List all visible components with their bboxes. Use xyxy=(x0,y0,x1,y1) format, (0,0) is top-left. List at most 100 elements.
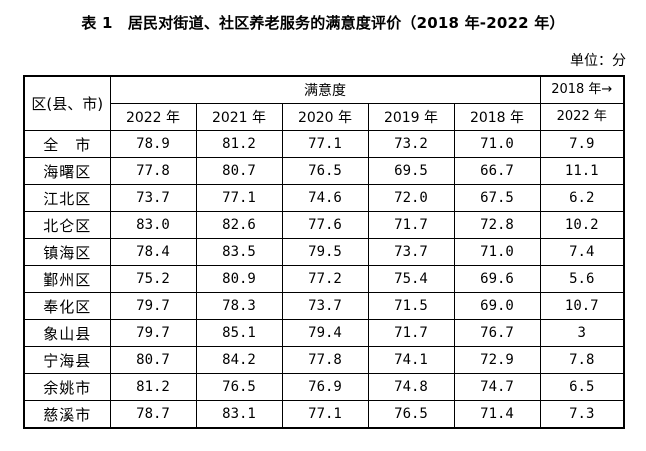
region-name-cell: 慈溪市 xyxy=(23,400,111,429)
score-cell: 77.8 xyxy=(109,157,197,185)
score-cell: 71.5 xyxy=(367,292,455,320)
score-cell: 77.2 xyxy=(281,265,369,293)
score-cell: 77.8 xyxy=(281,346,369,374)
score-cell: 71.0 xyxy=(453,238,541,266)
score-cell: 75.2 xyxy=(109,265,197,293)
header-row-1: 区(县、市) 满意度 2018 年→ xyxy=(23,75,625,131)
score-cell: 74.6 xyxy=(281,184,369,212)
table-row: 象山县 79.7 85.1 79.4 71.7 76.7 3 xyxy=(23,319,625,347)
score-cell: 80.7 xyxy=(109,346,197,374)
score-cell: 79.7 xyxy=(109,292,197,320)
score-cell: 77.1 xyxy=(281,130,369,158)
change-cell: 7.4 xyxy=(539,238,625,266)
score-cell: 69.5 xyxy=(367,157,455,185)
change-cell: 10.2 xyxy=(539,211,625,239)
score-cell: 83.5 xyxy=(195,238,283,266)
score-cell: 82.6 xyxy=(195,211,283,239)
region-name-cell: 镇海区 xyxy=(23,238,111,266)
region-name-cell: 全 市 xyxy=(23,130,111,158)
score-cell: 73.2 xyxy=(367,130,455,158)
table-title: 表 1 居民对街道、社区养老服务的满意度评价（2018 年-2022 年） xyxy=(81,14,565,32)
score-cell: 69.0 xyxy=(453,292,541,320)
table-row: 海曙区 77.8 80.7 76.5 69.5 66.7 11.1 xyxy=(23,157,625,185)
score-cell: 83.1 xyxy=(195,400,283,429)
table-row: 全 市 78.9 81.2 77.1 73.2 71.0 7.9 xyxy=(23,130,625,158)
score-cell: 79.4 xyxy=(281,319,369,347)
change-cell: 10.7 xyxy=(539,292,625,320)
score-cell: 71.0 xyxy=(453,130,541,158)
region-name-cell: 象山县 xyxy=(23,319,111,347)
change-cell: 6.2 xyxy=(539,184,625,212)
table-row: 余姚市 81.2 76.5 76.9 74.8 74.7 6.5 xyxy=(23,373,625,401)
table-row: 慈溪市 78.7 83.1 77.1 76.5 71.4 7.3 xyxy=(23,400,625,429)
satisfaction-group-header: 满意度 xyxy=(109,75,541,104)
table-body: 全 市 78.9 81.2 77.1 73.2 71.0 7.9 海曙区 77.8 80.7 76.… xyxy=(23,130,625,429)
score-cell: 72.9 xyxy=(453,346,541,374)
change-cell: 11.1 xyxy=(539,157,625,185)
score-cell: 76.5 xyxy=(195,373,283,401)
score-cell: 78.9 xyxy=(109,130,197,158)
change-cell: 5.6 xyxy=(539,265,625,293)
score-cell: 77.1 xyxy=(281,400,369,429)
change-cell: 7.3 xyxy=(539,400,625,429)
region-name-cell: 江北区 xyxy=(23,184,111,212)
score-cell: 73.7 xyxy=(281,292,369,320)
score-cell: 77.1 xyxy=(195,184,283,212)
change-header-line1: 2018 年→ xyxy=(551,82,613,97)
score-cell: 84.2 xyxy=(195,346,283,374)
score-cell: 76.9 xyxy=(281,373,369,401)
score-cell: 71.7 xyxy=(367,211,455,239)
year-header: 2021 年 xyxy=(195,103,283,131)
score-cell: 80.9 xyxy=(195,265,283,293)
change-header-bottom: 2022 年 xyxy=(539,103,625,131)
score-cell: 74.1 xyxy=(367,346,455,374)
score-cell: 71.7 xyxy=(367,319,455,347)
region-name-cell: 宁海县 xyxy=(23,346,111,374)
region-name-cell: 鄞州区 xyxy=(23,265,111,293)
header-row-2: 2022 年 2021 年 2020 年 2019 年 2018 年 2022 … xyxy=(24,103,625,131)
score-cell: 72.8 xyxy=(453,211,541,239)
score-cell: 69.6 xyxy=(453,265,541,293)
score-cell: 79.5 xyxy=(281,238,369,266)
year-header: 2018 年 xyxy=(453,103,541,131)
table-row: 奉化区 79.7 78.3 73.7 71.5 69.0 10.7 xyxy=(23,292,625,320)
region-name-cell: 北仑区 xyxy=(23,211,111,239)
score-cell: 77.6 xyxy=(281,211,369,239)
change-cell: 3 xyxy=(539,319,625,347)
score-cell: 73.7 xyxy=(109,184,197,212)
score-cell: 83.0 xyxy=(109,211,197,239)
region-name-cell: 奉化区 xyxy=(23,292,111,320)
table-row: 宁海县 80.7 84.2 77.8 74.1 72.9 7.8 xyxy=(23,346,625,374)
score-cell: 74.7 xyxy=(453,373,541,401)
score-cell: 76.7 xyxy=(453,319,541,347)
score-cell: 81.2 xyxy=(195,130,283,158)
region-name-cell: 余姚市 xyxy=(23,373,111,401)
score-cell: 79.7 xyxy=(109,319,197,347)
satisfaction-table: 区(县、市) 满意度 2018 年→ 2022 年 2021 年 2020 年 … xyxy=(23,75,625,429)
score-cell: 78.3 xyxy=(195,292,283,320)
score-cell: 78.7 xyxy=(109,400,197,429)
change-cell: 7.8 xyxy=(539,346,625,374)
change-header-line2: 2022 年 xyxy=(556,109,607,124)
score-cell: 76.5 xyxy=(367,400,455,429)
score-cell: 66.7 xyxy=(453,157,541,185)
table-row: 鄞州区 75.2 80.9 77.2 75.4 69.6 5.6 xyxy=(23,265,625,293)
change-header-top: 2018 年→ xyxy=(539,75,625,104)
year-header: 2019 年 xyxy=(367,103,455,131)
table-row: 北仑区 83.0 82.6 77.6 71.7 72.8 10.2 xyxy=(23,211,625,239)
score-cell: 67.5 xyxy=(453,184,541,212)
year-header: 2020 年 xyxy=(281,103,369,131)
year-header: 2022 年 xyxy=(109,103,197,131)
region-header: 区(县、市) xyxy=(23,75,111,131)
change-cell: 6.5 xyxy=(539,373,625,401)
score-cell: 74.8 xyxy=(367,373,455,401)
score-cell: 81.2 xyxy=(109,373,197,401)
score-cell: 72.0 xyxy=(367,184,455,212)
score-cell: 75.4 xyxy=(367,265,455,293)
table-row: 镇海区 78.4 83.5 79.5 73.7 71.0 7.4 xyxy=(23,238,625,266)
score-cell: 78.4 xyxy=(109,238,197,266)
change-cell: 7.9 xyxy=(539,130,625,158)
unit-label: 单位：分 xyxy=(570,53,626,69)
score-cell: 71.4 xyxy=(453,400,541,429)
score-cell: 73.7 xyxy=(367,238,455,266)
